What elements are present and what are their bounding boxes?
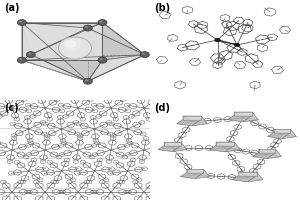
- Polygon shape: [187, 169, 203, 173]
- Polygon shape: [158, 146, 181, 152]
- Circle shape: [28, 53, 31, 55]
- Polygon shape: [243, 112, 258, 122]
- Polygon shape: [183, 116, 201, 120]
- Circle shape: [83, 25, 92, 31]
- Polygon shape: [259, 149, 275, 153]
- Polygon shape: [22, 23, 103, 60]
- Polygon shape: [31, 28, 145, 81]
- Polygon shape: [158, 148, 187, 152]
- Circle shape: [98, 57, 107, 63]
- Polygon shape: [22, 23, 88, 55]
- Polygon shape: [232, 176, 256, 182]
- Polygon shape: [164, 142, 181, 146]
- Polygon shape: [210, 148, 240, 152]
- Polygon shape: [177, 120, 201, 126]
- Polygon shape: [253, 153, 275, 159]
- Polygon shape: [181, 173, 203, 179]
- Polygon shape: [172, 142, 187, 152]
- Circle shape: [100, 58, 103, 60]
- Polygon shape: [22, 23, 31, 60]
- Circle shape: [142, 53, 145, 55]
- Polygon shape: [22, 60, 103, 81]
- Polygon shape: [274, 129, 296, 137]
- Polygon shape: [181, 169, 195, 177]
- Polygon shape: [234, 112, 252, 116]
- Polygon shape: [282, 129, 296, 139]
- Polygon shape: [238, 172, 263, 180]
- Polygon shape: [210, 142, 225, 150]
- Polygon shape: [216, 142, 240, 150]
- Circle shape: [19, 58, 22, 60]
- Circle shape: [215, 38, 220, 42]
- Polygon shape: [158, 142, 172, 150]
- Polygon shape: [253, 149, 267, 157]
- Polygon shape: [195, 169, 209, 179]
- Polygon shape: [232, 178, 263, 182]
- Circle shape: [85, 79, 88, 81]
- Polygon shape: [253, 155, 281, 159]
- Polygon shape: [274, 129, 290, 133]
- Circle shape: [100, 21, 103, 23]
- Polygon shape: [268, 135, 296, 139]
- Circle shape: [140, 52, 149, 58]
- Polygon shape: [192, 116, 207, 126]
- Polygon shape: [268, 129, 282, 137]
- Polygon shape: [268, 133, 290, 139]
- Polygon shape: [232, 172, 248, 180]
- Circle shape: [64, 40, 76, 48]
- Polygon shape: [22, 23, 103, 28]
- Circle shape: [26, 52, 35, 58]
- Polygon shape: [228, 118, 258, 122]
- Polygon shape: [103, 23, 145, 60]
- Circle shape: [83, 78, 92, 84]
- Circle shape: [98, 20, 107, 26]
- Polygon shape: [183, 116, 207, 124]
- Circle shape: [17, 20, 26, 26]
- Polygon shape: [88, 55, 145, 81]
- Circle shape: [58, 37, 92, 59]
- Polygon shape: [22, 55, 88, 81]
- Polygon shape: [187, 169, 209, 177]
- Circle shape: [19, 21, 22, 23]
- Polygon shape: [238, 172, 256, 176]
- Polygon shape: [225, 142, 240, 152]
- Polygon shape: [248, 172, 263, 182]
- Text: (d): (d): [154, 103, 170, 113]
- Text: (b): (b): [154, 3, 171, 13]
- Polygon shape: [177, 116, 192, 124]
- Polygon shape: [228, 116, 252, 122]
- Circle shape: [234, 43, 240, 47]
- Text: (c): (c): [4, 103, 19, 113]
- Polygon shape: [177, 122, 207, 126]
- Polygon shape: [164, 142, 187, 150]
- Circle shape: [17, 57, 26, 63]
- Polygon shape: [234, 112, 258, 120]
- Circle shape: [60, 37, 81, 51]
- Polygon shape: [210, 146, 234, 152]
- Polygon shape: [181, 175, 209, 179]
- Text: (a): (a): [4, 3, 20, 13]
- Polygon shape: [88, 23, 145, 55]
- Polygon shape: [228, 112, 243, 120]
- Polygon shape: [259, 149, 281, 157]
- Circle shape: [85, 26, 88, 28]
- Polygon shape: [216, 142, 234, 146]
- Polygon shape: [267, 149, 281, 159]
